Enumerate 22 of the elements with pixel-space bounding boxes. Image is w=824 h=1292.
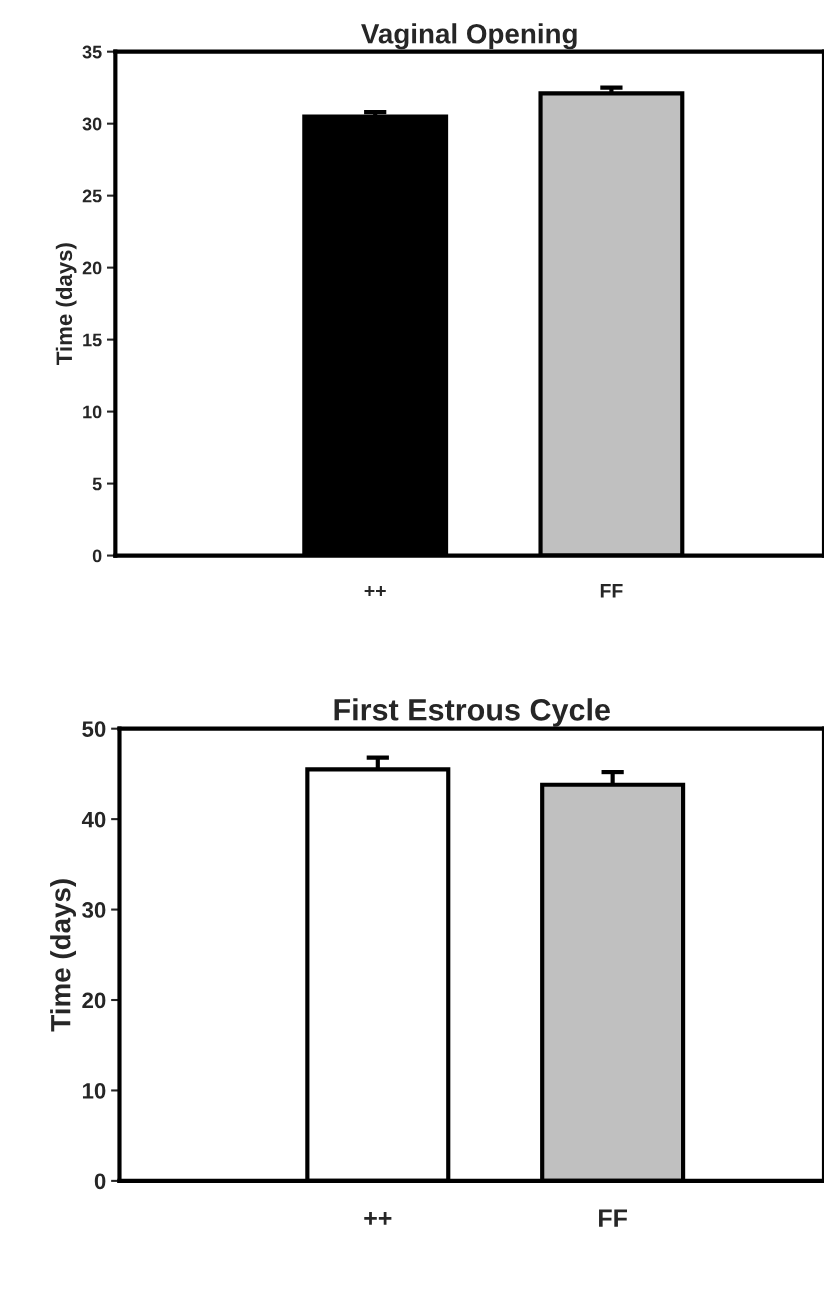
y-tick-label: 10: [83, 405, 102, 419]
x-tick-label: FF: [599, 1209, 627, 1227]
y-tick-label: 25: [82, 189, 102, 203]
y-tick-label: 40: [81, 811, 106, 828]
chart-title: Vaginal Opening: [361, 23, 577, 50]
y-tick-label: 10: [82, 1082, 106, 1099]
x-tick-label: ++: [364, 1212, 392, 1225]
y-tick-label: 5: [92, 477, 102, 491]
y-tick-label: 0: [94, 1173, 106, 1190]
y-axis-title: Time (days): [55, 243, 77, 365]
y-tick-label: 0: [92, 549, 102, 563]
y-tick-label: 30: [82, 117, 102, 131]
chart-title: First Estrous Cycle: [334, 698, 610, 727]
y-tick-label: 15: [83, 333, 102, 347]
y-tick-label: 35: [82, 45, 102, 59]
y-tick-label: 20: [82, 992, 106, 1009]
x-tick-label: ++: [364, 586, 386, 596]
y-tick-label: 20: [82, 261, 102, 275]
y-tick-label: 50: [82, 721, 106, 737]
x-tick-label: FF: [600, 584, 623, 598]
y-tick-label: 30: [82, 902, 106, 918]
y-axis-title: Time (days): [50, 879, 77, 1032]
